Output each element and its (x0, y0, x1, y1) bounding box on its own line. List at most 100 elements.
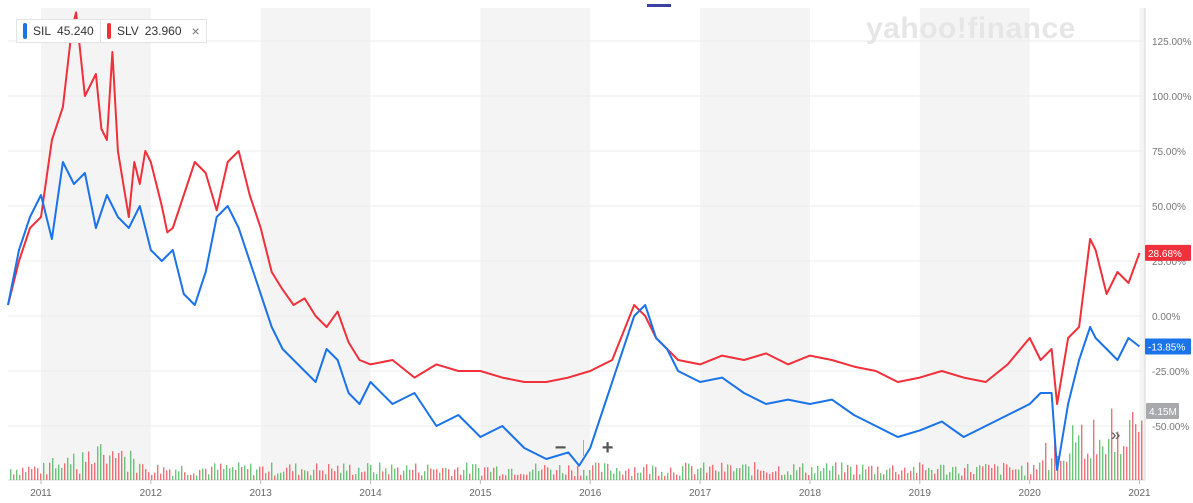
volume-bar (256, 469, 258, 480)
scroll-right-icon[interactable]: » (1111, 425, 1121, 444)
volume-bar (931, 469, 933, 480)
y-tick-label: 100.00% (1152, 92, 1192, 103)
volume-bar (784, 474, 786, 480)
volume-bar (262, 466, 264, 480)
volume-bar (730, 465, 732, 480)
volume-bar (499, 475, 501, 480)
volume-bar (736, 468, 738, 480)
volume-bar (925, 470, 927, 480)
volume-bar (748, 466, 750, 480)
volume-bar (643, 467, 645, 480)
volume-bar (328, 464, 330, 480)
volume-bar (391, 464, 393, 480)
legend-symbol: SLV (117, 24, 139, 38)
zoom-in-button[interactable]: + (601, 436, 614, 459)
volume-bar (799, 467, 801, 480)
volume-bar (655, 466, 657, 480)
volume-bar (862, 464, 864, 480)
volume-bar (40, 473, 42, 480)
volume-bar (265, 473, 267, 480)
volume-bar (247, 468, 249, 480)
volume-bar (364, 471, 366, 480)
volume-bar (118, 452, 120, 480)
volume-bar (577, 465, 579, 480)
volume-bar (670, 467, 672, 480)
volume-bar (418, 472, 420, 480)
volume-bar (199, 469, 201, 480)
legend-chip-slv[interactable]: SLV 23.960 × (100, 19, 207, 43)
volume-bar (658, 475, 660, 480)
end-labels: 28.68% -13.85% 4.15M (1145, 244, 1191, 419)
volume-bar (163, 467, 165, 480)
volume-bar (484, 467, 486, 480)
volume-bar (760, 470, 762, 480)
volume-bar (856, 464, 858, 480)
volume-bar (46, 474, 48, 480)
series-lines (7, 11, 1141, 471)
volume-bar (1075, 442, 1077, 480)
volume-bar (94, 462, 96, 480)
volume-bar (346, 470, 348, 480)
volume-bar (757, 469, 759, 480)
volume-bar (967, 463, 969, 480)
volume-bar (409, 469, 411, 480)
volume-bar (397, 467, 399, 480)
volume-bar (775, 471, 777, 480)
close-icon[interactable]: × (191, 23, 200, 39)
volume-bar (820, 471, 822, 480)
volume-bar (430, 468, 432, 480)
volume-bar (739, 468, 741, 480)
volume-bar (985, 464, 987, 480)
volume-bar (208, 474, 210, 480)
volume-bar (1033, 464, 1035, 480)
volume-bar (331, 468, 333, 480)
volume-bar (1093, 419, 1095, 480)
volume-bar (529, 471, 531, 480)
volume-bar (538, 470, 540, 480)
legend-value: 23.960 (144, 24, 182, 38)
volume-bar (160, 473, 162, 480)
volume-bar (436, 469, 438, 480)
volume-bar (220, 463, 222, 480)
volume-bar (679, 475, 681, 480)
volume-bar (673, 472, 675, 480)
volume-bar (721, 462, 723, 480)
zoom-out-button[interactable]: − (554, 436, 567, 459)
volume-bar (1045, 442, 1047, 480)
volume-bar (934, 473, 936, 480)
volume-bar (1060, 460, 1062, 480)
volume-bar (304, 470, 306, 480)
volume-bar (1111, 408, 1113, 480)
volume-bar (16, 469, 18, 480)
volume-bar (187, 474, 189, 480)
volume-bar (817, 466, 819, 480)
volume-bar (490, 471, 492, 480)
volume-bar (253, 475, 255, 480)
volume-bar (1126, 446, 1128, 480)
volume-bar (955, 466, 957, 480)
y-tick-label: 75.00% (1152, 147, 1186, 158)
volume-bar (379, 462, 381, 480)
volume-bar (565, 474, 567, 480)
volume-bar (835, 462, 837, 480)
volume-bar (769, 473, 771, 480)
volume-bar (706, 472, 708, 480)
x-tick-label: 2019 (909, 488, 932, 499)
volume-bar (898, 474, 900, 480)
volume-bar (1090, 458, 1092, 480)
volume-bar (127, 471, 129, 480)
volume-bar (616, 467, 618, 480)
x-tick-label: 2016 (579, 488, 602, 499)
volume-bar (520, 473, 522, 480)
x-tick-label: 2014 (359, 488, 382, 499)
volume-bar (115, 458, 117, 480)
volume-bar (190, 474, 192, 480)
volume-bar (883, 474, 885, 480)
volume-bar (631, 475, 633, 480)
volume-bar (22, 467, 24, 480)
legend-chip-sil[interactable]: SIL 45.240 (16, 19, 101, 43)
volume-bar (139, 463, 141, 480)
volume-bar (871, 465, 873, 480)
volume-bar (487, 467, 489, 480)
